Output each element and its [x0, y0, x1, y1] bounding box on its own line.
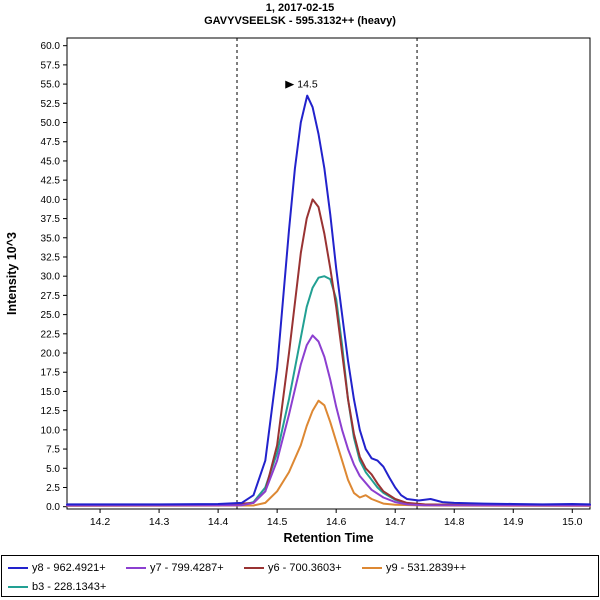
legend-line-sample	[8, 566, 28, 569]
series-y7[interactable]	[66, 334, 591, 507]
y-tick-label: 22.5	[41, 329, 61, 340]
x-tick-label: 14.8	[444, 516, 465, 528]
x-tick-label: 14.2	[90, 516, 111, 528]
y-tick-label: 27.5	[41, 291, 61, 302]
chart-title: 1, 2017-02-15	[265, 2, 335, 14]
y-tick-label: 40.0	[41, 195, 61, 206]
legend-item: b3 - 228.1343+	[8, 577, 126, 596]
y-tick-label: 57.5	[41, 60, 61, 71]
chart-subtitle: GAVYVSEELSK - 595.3132++ (heavy)	[204, 15, 396, 27]
legend-item: y9 - 531.2839++	[362, 558, 480, 577]
chromatogram-plot[interactable]: 0.0 2.5 5.0 7.5 10.0 12.5 15.0 17.5 20.0 22.5 25.0…	[0, 0, 600, 555]
x-tick-label: 15.0	[562, 516, 583, 528]
legend-item: y6 - 700.3603+	[244, 558, 362, 577]
y-tick-label: 7.5	[46, 445, 60, 456]
y-tick-label: 25.0	[41, 310, 61, 321]
x-tick-label: 14.5	[267, 516, 288, 528]
legend-label: y8 - 962.4921+	[32, 561, 106, 574]
x-tick-label: 14.4	[208, 516, 229, 528]
y-tick-label: 35.0	[41, 233, 61, 244]
y-tick-label: 15.0	[41, 387, 61, 398]
y-tick-label: 32.5	[41, 252, 61, 263]
y-tick-label: 45.0	[41, 156, 61, 167]
y-tick-label: 0.0	[46, 502, 60, 513]
y-tick-label: 30.0	[41, 272, 61, 283]
legend-entries: y8 - 962.4921+ y7 - 799.4287+ y6 - 700.360…	[2, 556, 508, 596]
legend-line-sample	[8, 585, 28, 588]
legend-label: y9 - 531.2839++	[386, 561, 467, 574]
legend-label: b3 - 228.1343+	[32, 580, 107, 593]
peak-apex-label: 14.5	[297, 79, 318, 91]
series-y9[interactable]	[66, 399, 591, 507]
y-tick-label: 20.0	[41, 349, 61, 360]
y-tick-label: 50.0	[41, 118, 61, 129]
y-tick-label: 47.5	[41, 137, 61, 148]
plot-frame	[66, 37, 591, 510]
x-tick-label: 14.9	[503, 516, 524, 528]
x-tick-label: 14.6	[326, 516, 347, 528]
legend-label: y7 - 799.4287+	[150, 561, 224, 574]
chart-titles: 1, 2017-02-15 GAVYVSEELSK - 595.3132++ (…	[0, 2, 600, 28]
y-tick-label: 10.0	[41, 425, 61, 436]
legend-label: y6 - 700.3603+	[268, 561, 342, 574]
x-tick-label: 14.7	[385, 516, 406, 528]
y-axis-label: Intensity 10^3	[5, 232, 19, 315]
peak-apex-arrow-icon	[285, 80, 295, 89]
x-axis-label: Retention Time	[283, 531, 373, 545]
legend-item: y7 - 799.4287+	[126, 558, 244, 577]
legend-line-sample	[126, 566, 146, 569]
y-tick-label: 12.5	[41, 406, 61, 417]
x-tick-label: 14.3	[149, 516, 170, 528]
legend-line-sample	[244, 566, 264, 569]
y-tick-label: 37.5	[41, 214, 61, 225]
legend-line-sample	[362, 566, 382, 569]
y-tick-label: 5.0	[46, 464, 60, 475]
y-tick-label: 2.5	[46, 483, 60, 494]
y-tick-label: 60.0	[41, 41, 61, 52]
y-tick-label: 52.5	[41, 99, 61, 110]
y-tick-label: 17.5	[41, 368, 61, 379]
legend: y8 - 962.4921+ y7 - 799.4287+ y6 - 700.360…	[1, 555, 599, 597]
y-tick-label: 55.0	[41, 80, 61, 91]
y-tick-label: 42.5	[41, 176, 61, 187]
series-y8[interactable]	[66, 94, 591, 506]
series-b3[interactable]	[66, 275, 591, 507]
series-y6[interactable]	[66, 198, 591, 507]
legend-item: y8 - 962.4921+	[8, 558, 126, 577]
